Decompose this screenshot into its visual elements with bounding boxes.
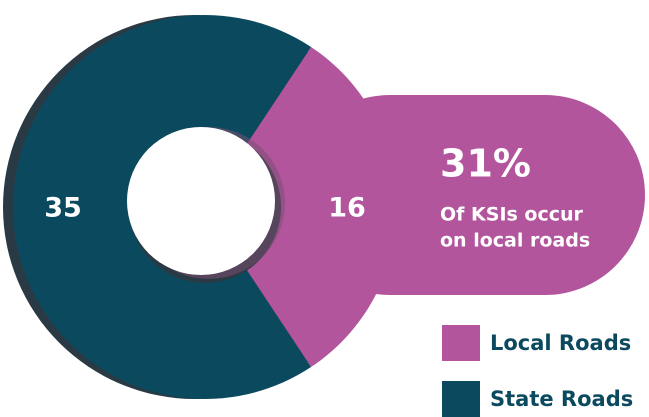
legend-label: State Roads: [490, 387, 633, 411]
legend-swatch: [442, 325, 480, 361]
text-layer: 31% Of KSIs occur on local roads: [440, 142, 590, 252]
legend-swatch: [442, 381, 480, 417]
headline: 31%: [440, 142, 531, 186]
legend-label: Local Roads: [490, 331, 631, 355]
donut-hole: [127, 127, 275, 275]
legend: Local Roads State Roads: [442, 325, 633, 417]
annotation-line: on local roads: [440, 230, 590, 252]
data-label: 16: [328, 193, 366, 224]
donut-slice: [246, 46, 398, 368]
data-label: 35: [44, 193, 82, 224]
donut-slice: [13, 15, 312, 399]
annotation-line: Of KSIs occur: [440, 204, 584, 226]
